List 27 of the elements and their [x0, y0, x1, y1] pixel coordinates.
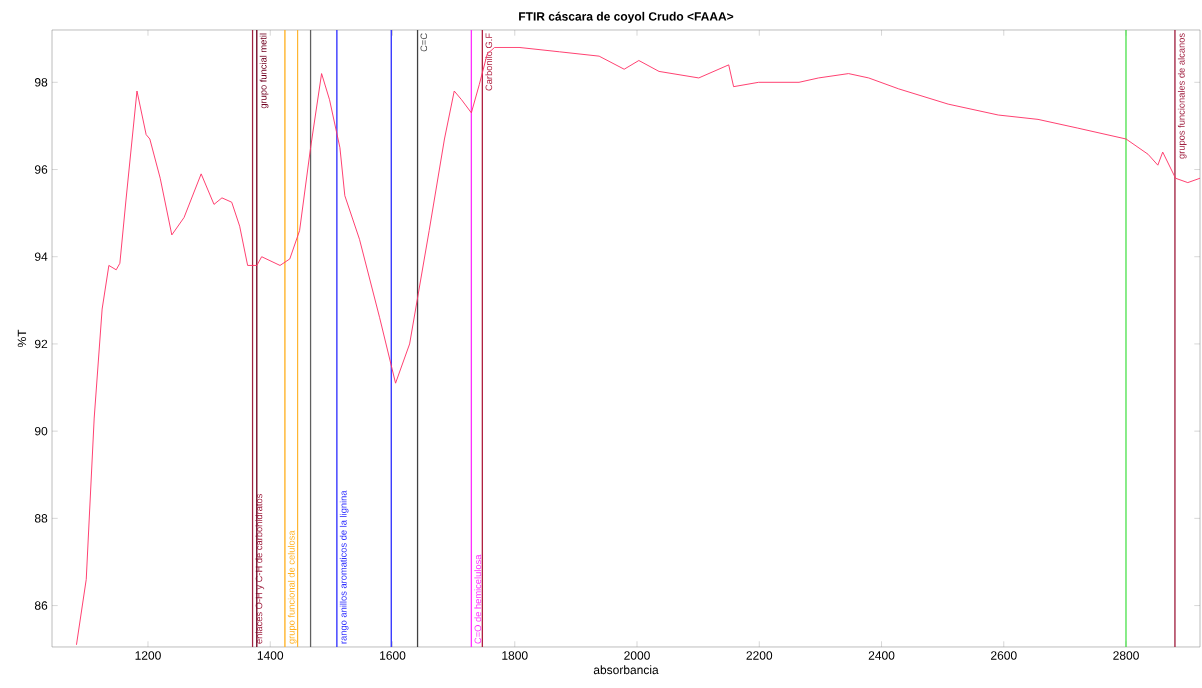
y-tick-label: 86 [34, 601, 48, 610]
y-tick-label: 90 [34, 426, 48, 436]
x-tick-label: 2200 [746, 651, 773, 660]
ref-line-label: enlaces O-H y C-H de carbohidratos [255, 493, 265, 644]
y-tick-label: 98 [34, 78, 48, 87]
x-tick-label: 1200 [135, 651, 161, 660]
x-tick-label: 2000 [624, 651, 650, 660]
chart-title: FTIR cáscara de coyol Crudo <FAAA> [519, 11, 734, 24]
ref-line-label: rango anillos aromaticos de la lignina [339, 490, 349, 644]
ref-line-label: C=C [420, 33, 428, 52]
x-tick-label: 2800 [1113, 651, 1139, 660]
ref-line-label: Carbonilo G.F [485, 33, 493, 91]
ref-line-label: C=O de hemicelulosa [474, 554, 482, 644]
y-tick-label: 96 [34, 165, 48, 174]
y-tick-label: 88 [34, 514, 48, 523]
x-tick-label: 2400 [868, 651, 895, 660]
y-tick-label: 94 [34, 252, 48, 261]
y-tick-label: 92 [34, 339, 48, 349]
ref-line-label: grupo funcional de celulosa [287, 530, 297, 644]
x-axis-title: absorbancia [593, 665, 659, 675]
x-tick-label: 1600 [380, 651, 406, 660]
x-tick-label: 1400 [257, 651, 284, 660]
ref-line-label: grupos funcionales de alcanos [1177, 33, 1187, 159]
x-tick-label: 1800 [502, 651, 528, 660]
ref-line-label: grupo funcial metil [259, 33, 269, 109]
x-tick-label: 2600 [991, 651, 1017, 660]
y-axis-title: %T [17, 329, 27, 348]
